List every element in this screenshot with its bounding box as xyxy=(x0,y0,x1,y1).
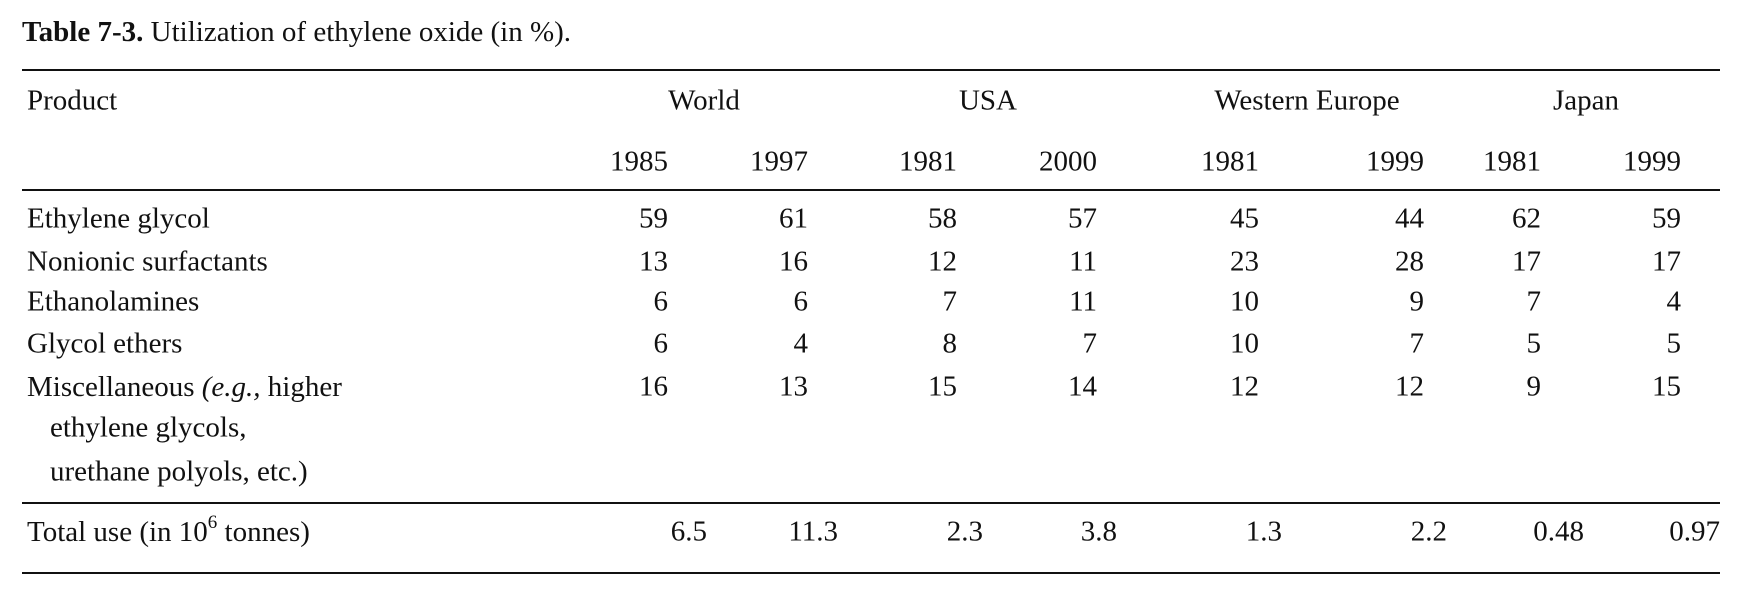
cell-value: 15 xyxy=(1652,371,1681,403)
cell-value: 8 xyxy=(943,328,958,360)
cell-value: 6 xyxy=(654,286,669,318)
cell-value: 12 xyxy=(928,246,957,278)
year-header: 1981 xyxy=(1483,146,1541,178)
row-label-continuation: ethylene glycols, xyxy=(50,412,247,444)
cell-value: 10 xyxy=(1230,328,1259,360)
cell-value: 6 xyxy=(654,328,669,360)
cell-value: 6 xyxy=(794,286,809,318)
year-header: 1981 xyxy=(899,146,957,178)
year-header: 1981 xyxy=(1201,146,1259,178)
cell-value: 5 xyxy=(1667,328,1682,360)
cell-value: 59 xyxy=(1652,203,1681,235)
cell-value: 12 xyxy=(1395,371,1424,403)
year-header: 1997 xyxy=(750,146,808,178)
caption-text: Utilization of ethylene oxide (in %). xyxy=(143,16,571,48)
cell-value: 14 xyxy=(1068,371,1098,403)
year-header: 1999 xyxy=(1366,146,1424,178)
year-header: 1985 xyxy=(610,146,668,178)
total-value: 2.2 xyxy=(1411,516,1447,548)
cell-value: 62 xyxy=(1512,203,1541,235)
cell-value: 45 xyxy=(1230,203,1259,235)
cell-value: 10 xyxy=(1230,286,1259,318)
cell-value: 7 xyxy=(1527,286,1542,318)
cell-value: 59 xyxy=(639,203,668,235)
header-product: Product xyxy=(27,85,117,117)
row-label: Miscellaneous (e.g., higher xyxy=(27,371,342,403)
table-caption: Table 7-3. Utilization of ethylene oxide… xyxy=(22,16,571,48)
superscript: 6 xyxy=(208,512,218,533)
cell-value: 11 xyxy=(1069,246,1097,278)
row-label: Ethanolamines xyxy=(27,286,199,318)
total-value: 2.3 xyxy=(947,516,983,548)
total-label: Total use (in 106 tonnes) xyxy=(27,512,310,547)
label-part: higher xyxy=(261,371,343,403)
cell-value: 12 xyxy=(1230,371,1259,403)
label-part: (e.g., xyxy=(202,371,261,403)
caption-label: Table 7-3. xyxy=(22,16,143,48)
cell-value: 16 xyxy=(779,246,808,278)
cell-value: 16 xyxy=(639,371,668,403)
cell-value: 44 xyxy=(1395,203,1425,235)
cell-value: 57 xyxy=(1068,203,1097,235)
year-header: 1999 xyxy=(1623,146,1681,178)
cell-value: 7 xyxy=(1410,328,1425,360)
total-value: 6.5 xyxy=(671,516,707,548)
cell-value: 28 xyxy=(1395,246,1424,278)
row-label: Nonionic surfactants xyxy=(27,246,268,278)
cell-value: 58 xyxy=(928,203,957,235)
cell-value: 4 xyxy=(1667,286,1682,318)
cell-value: 7 xyxy=(943,286,958,318)
cell-value: 7 xyxy=(1083,328,1098,360)
total-value: 1.3 xyxy=(1246,516,1282,548)
total-value: 3.8 xyxy=(1081,516,1117,548)
group-header: Western Europe xyxy=(1214,85,1399,117)
cell-value: 13 xyxy=(779,371,808,403)
group-header: World xyxy=(668,85,740,117)
label-part: Total use (in 10 xyxy=(27,516,208,548)
cell-value: 23 xyxy=(1230,246,1259,278)
year-header: 2000 xyxy=(1039,146,1097,178)
cell-value: 17 xyxy=(1652,246,1681,278)
total-value: 0.48 xyxy=(1533,516,1584,548)
row-label-continuation: urethane polyols, etc.) xyxy=(50,456,308,488)
group-header: USA xyxy=(959,85,1017,117)
cell-value: 17 xyxy=(1512,246,1541,278)
label-part: Miscellaneous xyxy=(27,371,202,403)
cell-value: 61 xyxy=(779,203,808,235)
cell-value: 9 xyxy=(1410,286,1425,318)
row-label: Glycol ethers xyxy=(27,328,182,360)
cell-value: 9 xyxy=(1527,371,1542,403)
cell-value: 4 xyxy=(794,328,809,360)
cell-value: 11 xyxy=(1069,286,1097,318)
cell-value: 15 xyxy=(928,371,957,403)
group-header: Japan xyxy=(1553,85,1620,117)
cell-value: 13 xyxy=(639,246,668,278)
row-label: Ethylene glycol xyxy=(27,203,210,235)
cell-value: 5 xyxy=(1527,328,1542,360)
total-value: 0.97 xyxy=(1669,516,1720,548)
total-value: 11.3 xyxy=(788,516,838,548)
label-part: tonnes) xyxy=(217,516,310,548)
